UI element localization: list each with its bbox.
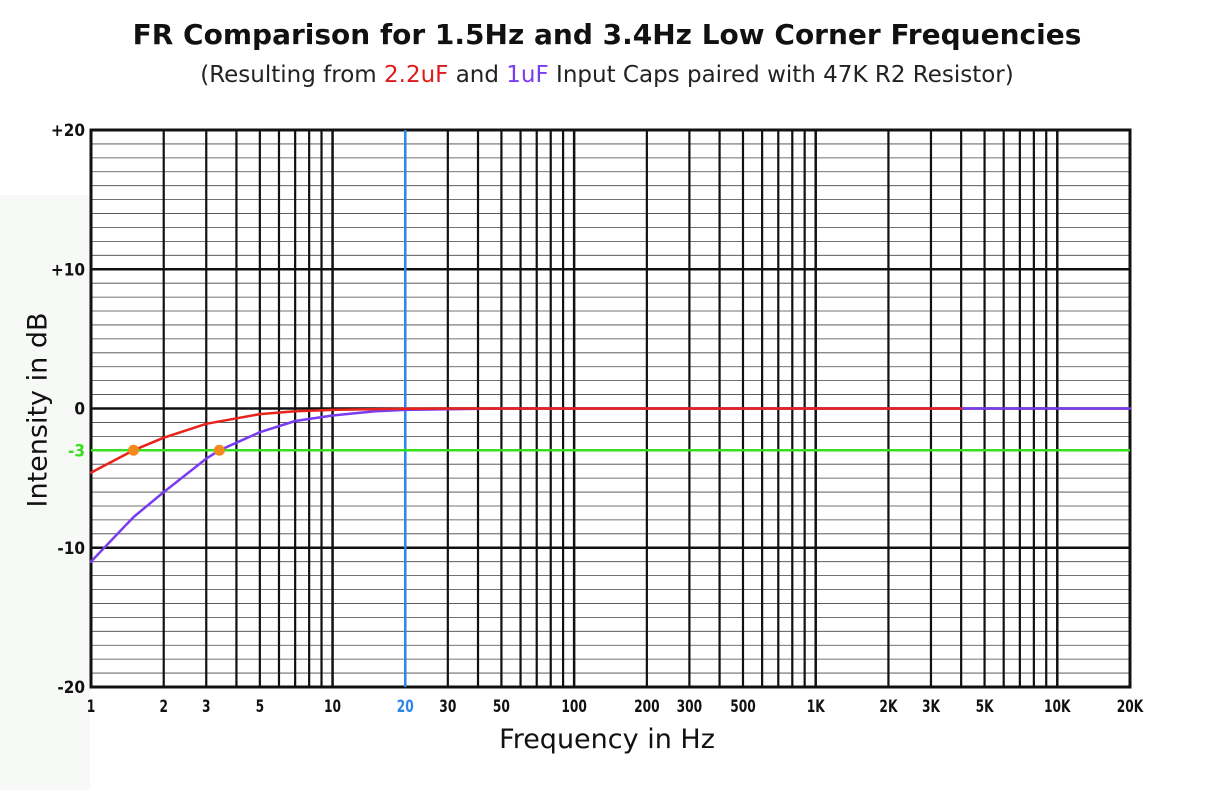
background-band [0,195,90,790]
y-axis-label: Intensity in dB [22,312,54,508]
y-tick-label: 0 [74,400,85,420]
x-axis-label: Frequency in Hz [499,724,715,755]
chart-title: FR Comparison for 1.5Hz and 3.4Hz Low Co… [132,18,1082,51]
x-tick-label: 10K [1044,697,1071,717]
x-tick-label: 20K [1117,697,1144,717]
x-tick-label: 5K [976,697,994,717]
x-tick-label: 100 [561,697,587,717]
subtitle-red-cap: 2.2uF [384,62,449,88]
x-tick-label: 2K [879,697,897,717]
subtitle-middle: and [448,62,507,88]
x-tick-label: 200 [634,697,660,717]
x-tick-label: 1K [807,697,825,717]
x-tick-label: 2 [159,697,168,717]
y-tick-label: -10 [57,539,85,559]
x-tick-label: 10 [324,697,341,717]
subtitle-purple-cap: 1uF [506,62,549,88]
x-tick-label: 20 [397,697,414,717]
x-tick-label: 3K [922,697,940,717]
corner-marker [213,444,225,456]
x-tick-label: 300 [677,697,703,717]
y-tick-label: +20 [51,121,85,141]
x-tick-label: 500 [730,697,756,717]
x-tick-label: 50 [493,697,510,717]
y-tick-label: +10 [51,260,85,280]
series-line-2.2uF [89,407,963,474]
x-tick-label: 30 [439,697,456,717]
subtitle-prefix: (Resulting from [200,62,384,88]
y-tick-label: -20 [57,678,85,698]
corner-marker [128,444,140,456]
y-tick-label: -3 [68,441,85,461]
subtitle-suffix: Input Caps paired with 47K R2 Resistor) [548,62,1014,88]
x-tick-label: 1 [87,697,96,717]
x-tick-label: 5 [256,697,265,717]
x-tick-label: 3 [202,697,211,717]
chart-subtitle: (Resulting from 2.2uF and 1uF Input Caps… [0,62,1214,88]
